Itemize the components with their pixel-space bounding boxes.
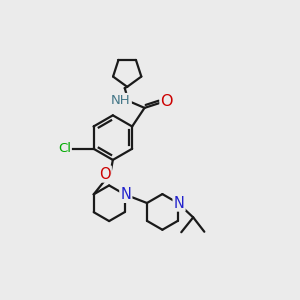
Text: O: O	[160, 94, 173, 109]
Text: O: O	[99, 167, 111, 182]
Text: N: N	[120, 187, 131, 202]
Text: N: N	[174, 196, 184, 211]
Text: Cl: Cl	[58, 142, 71, 155]
Text: NH: NH	[111, 94, 131, 107]
